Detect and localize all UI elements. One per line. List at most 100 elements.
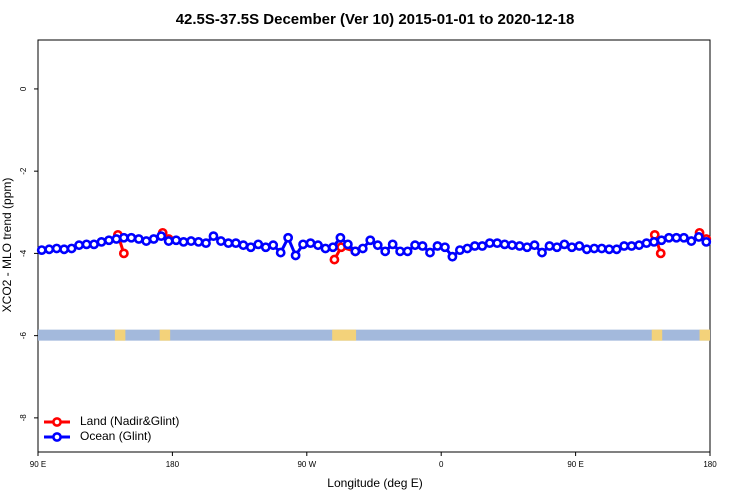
point (178, 236, 189, 247)
point (671, 232, 682, 243)
point (365, 235, 376, 246)
point (581, 244, 592, 255)
point (44, 244, 55, 255)
point (507, 240, 518, 251)
point (380, 246, 391, 257)
point (208, 231, 219, 242)
land-mask (159, 329, 171, 341)
legend-marker (52, 432, 62, 442)
y-axis-label: XCO2 - MLO trend (ppm) (0, 178, 14, 313)
legend-marker (52, 417, 62, 427)
point (611, 244, 622, 255)
point (253, 239, 264, 250)
point (156, 231, 167, 242)
point (357, 243, 368, 254)
point (118, 248, 129, 259)
point (664, 232, 674, 243)
land-mask (651, 329, 663, 341)
y-tick-label: -6 (19, 332, 28, 340)
point (171, 235, 182, 246)
point (342, 239, 353, 250)
y-tick-label: -4 (19, 249, 28, 257)
point (574, 241, 585, 251)
point (118, 232, 129, 243)
point (596, 243, 607, 254)
point (626, 241, 637, 251)
point (701, 236, 712, 247)
legend-label: Land (Nadir&Glint) (80, 414, 179, 428)
y-tick-label: -8 (19, 414, 28, 422)
point (678, 232, 689, 243)
point (514, 241, 525, 251)
point (469, 241, 480, 251)
point (268, 240, 279, 251)
point (89, 239, 99, 250)
point (395, 246, 406, 257)
x-tick-label: 180 (703, 460, 717, 469)
point (230, 238, 241, 249)
x-axis-label: Longitude (deg E) (327, 476, 422, 490)
point (290, 250, 301, 261)
point (529, 240, 540, 251)
point (163, 236, 174, 246)
point (566, 242, 577, 253)
x-tick-label: 180 (166, 460, 180, 469)
point (410, 240, 420, 251)
point (372, 240, 383, 251)
point (350, 246, 361, 257)
point (425, 247, 435, 258)
point (499, 239, 510, 250)
point (335, 232, 346, 243)
ocean-mask (38, 329, 710, 341)
land-mask (699, 329, 710, 341)
point (238, 240, 249, 251)
point (313, 240, 323, 251)
point (462, 243, 473, 254)
point (559, 239, 570, 250)
point (544, 241, 555, 251)
point (552, 242, 562, 253)
point (492, 238, 503, 249)
x-tick-label: 0 (439, 460, 444, 469)
point (275, 247, 286, 258)
point (81, 239, 92, 250)
point (619, 241, 630, 251)
point (245, 242, 256, 253)
point (133, 234, 144, 244)
point (298, 239, 308, 250)
point (74, 240, 84, 251)
point (402, 246, 413, 257)
y-tick-label: 0 (19, 86, 28, 91)
point (440, 242, 450, 253)
point (223, 238, 234, 249)
point (193, 236, 204, 247)
point (126, 232, 137, 243)
point (477, 241, 488, 251)
point (387, 239, 398, 250)
point (447, 251, 458, 262)
point (329, 254, 340, 265)
land-mask (332, 329, 357, 341)
point (186, 236, 196, 246)
point (59, 244, 70, 255)
point (201, 238, 211, 249)
x-tick-label: 90 E (30, 460, 46, 469)
point (522, 242, 532, 253)
point (454, 245, 465, 256)
point (693, 232, 704, 242)
x-tick-label: 90 E (567, 460, 583, 469)
point (305, 238, 316, 249)
point (537, 247, 547, 258)
point (656, 235, 667, 246)
point (96, 236, 107, 247)
point (66, 243, 77, 254)
x-tick-label: 90 W (297, 460, 316, 469)
point (104, 235, 114, 246)
point (141, 236, 152, 246)
point (36, 245, 47, 256)
point (655, 248, 666, 259)
point (320, 243, 331, 254)
point (604, 244, 615, 255)
point (283, 232, 294, 243)
